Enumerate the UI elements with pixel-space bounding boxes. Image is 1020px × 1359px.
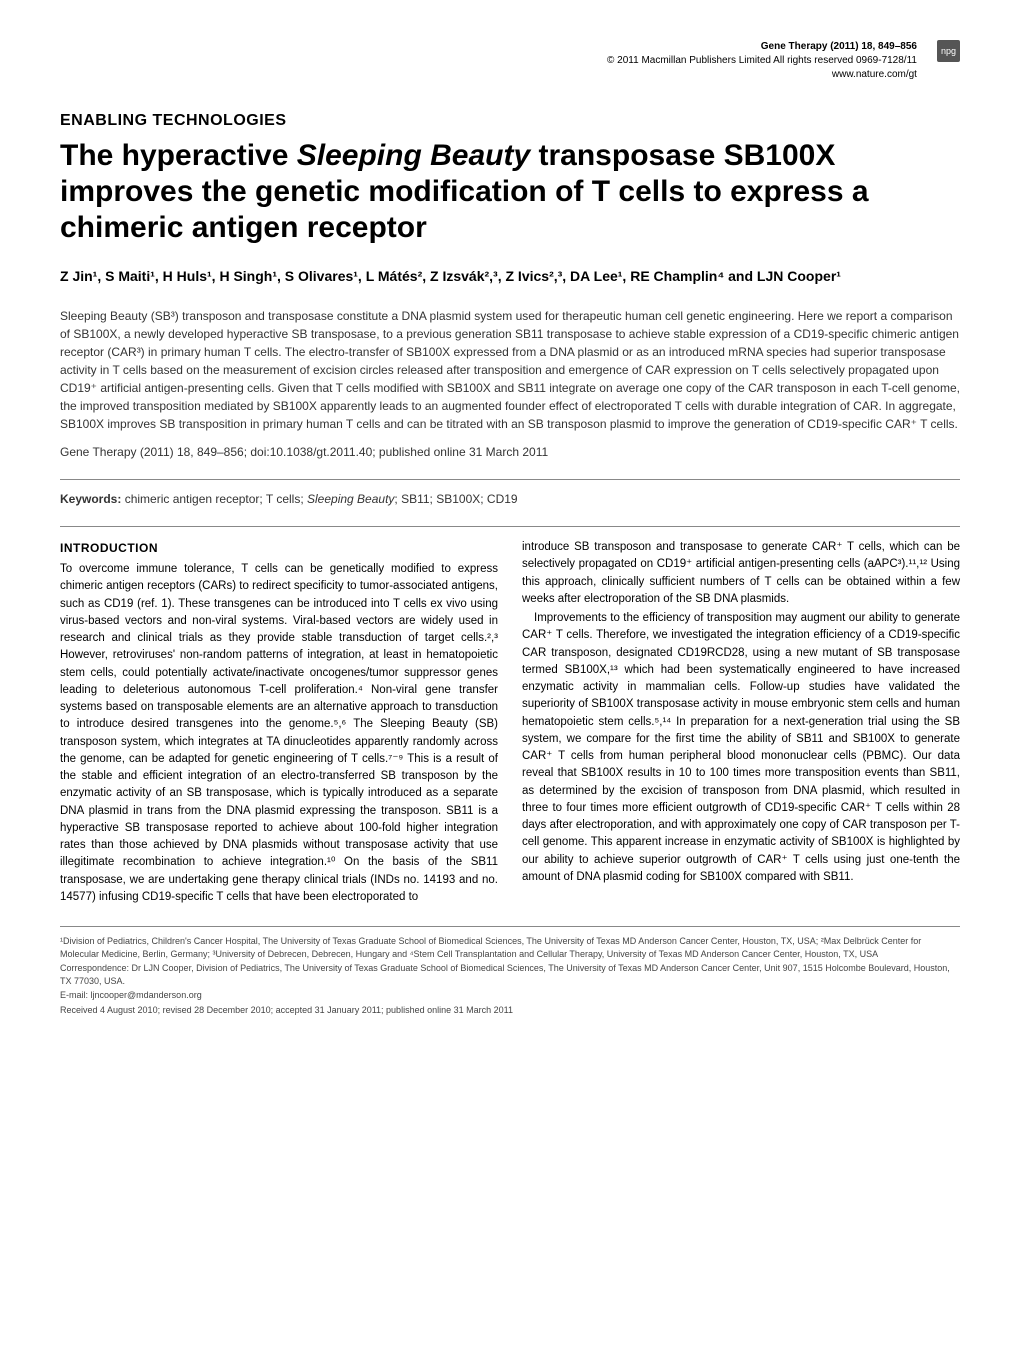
divider-top xyxy=(60,479,960,480)
website-link[interactable]: www.nature.com/gt xyxy=(607,68,917,82)
abstract-body: (SB³) transposon and transposase constit… xyxy=(60,309,960,431)
citation-line: Gene Therapy (2011) 18, 849–856; doi:10.… xyxy=(60,445,960,459)
column-right: introduce SB transposon and transposase … xyxy=(522,539,960,906)
keywords-pre: chimeric antigen receptor; T cells; xyxy=(121,492,307,506)
intro-heading: INTRODUCTION xyxy=(60,539,498,557)
journal-info: Gene Therapy (2011) 18, 849–856 © 2011 M… xyxy=(607,40,917,82)
divider-bottom xyxy=(60,526,960,527)
keywords-post: ; SB11; SB100X; CD19 xyxy=(394,492,517,506)
correspondence: Correspondence: Dr LJN Cooper, Division … xyxy=(60,962,960,987)
intro-paragraph-2: introduce SB transposon and transposase … xyxy=(522,539,960,608)
publication-dates: Received 4 August 2010; revised 28 Decem… xyxy=(60,1004,960,1017)
article-title: The hyperactive Sleeping Beauty transpos… xyxy=(60,138,960,246)
intro-paragraph-1: To overcome immune tolerance, T cells ca… xyxy=(60,561,498,906)
correspondence-email[interactable]: E-mail: ljncooper@mdanderson.org xyxy=(60,989,960,1002)
page-header: Gene Therapy (2011) 18, 849–856 © 2011 M… xyxy=(60,40,960,82)
body-columns: INTRODUCTION To overcome immune toleranc… xyxy=(60,539,960,906)
npg-badge: npg xyxy=(937,40,960,62)
copyright-line: © 2011 Macmillan Publishers Limited All … xyxy=(607,54,917,68)
keywords-label: Keywords: xyxy=(60,492,121,506)
footnote-divider xyxy=(60,926,960,927)
affiliations: ¹Division of Pediatrics, Children's Canc… xyxy=(60,935,960,960)
keywords-italic: Sleeping Beauty xyxy=(307,492,394,506)
journal-name: Gene Therapy (2011) 18, 849–856 xyxy=(607,40,917,54)
footnotes: ¹Division of Pediatrics, Children's Canc… xyxy=(60,935,960,1017)
abstract: Sleeping Beauty (SB³) transposon and tra… xyxy=(60,307,960,433)
intro-paragraph-3: Improvements to the efficiency of transp… xyxy=(522,610,960,886)
title-italic: Sleeping Beauty xyxy=(297,139,530,172)
keywords: Keywords: chimeric antigen receptor; T c… xyxy=(60,492,960,506)
author-list: Z Jin¹, S Maiti¹, H Huls¹, H Singh¹, S O… xyxy=(60,266,960,287)
abstract-italic-lead: Sleeping Beauty xyxy=(60,309,147,323)
section-label: ENABLING TECHNOLOGIES xyxy=(60,112,960,130)
column-left: INTRODUCTION To overcome immune toleranc… xyxy=(60,539,498,906)
title-pre: The hyperactive xyxy=(60,139,297,172)
